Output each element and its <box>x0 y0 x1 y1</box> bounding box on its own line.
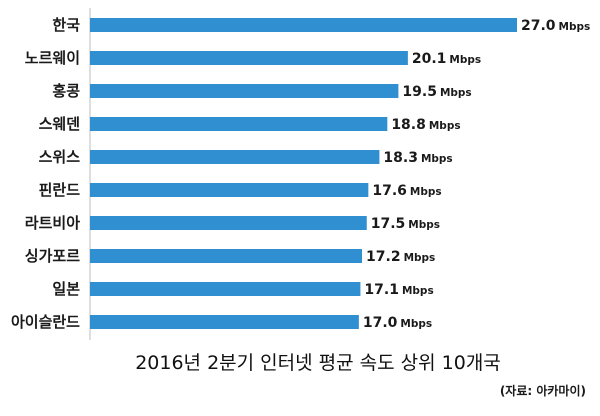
category-label: 일본 <box>52 280 80 298</box>
bar <box>90 216 367 230</box>
data-label: 17.2 Mbps <box>366 249 435 265</box>
category-label: 한국 <box>52 16 80 34</box>
data-label: 17.6 Mbps <box>372 183 441 199</box>
chart-title: 2016년 2분기 인터넷 평균 속도 상위 10개국 <box>135 352 501 374</box>
data-label: 17.5 Mbps <box>371 216 440 232</box>
bar <box>90 315 359 329</box>
data-label: 27.0 Mbps <box>521 18 590 34</box>
category-label: 스웨덴 <box>39 115 80 133</box>
category-label: 스위스 <box>39 148 81 166</box>
data-label: 20.1 Mbps <box>412 51 481 67</box>
bar <box>90 150 380 164</box>
bar <box>90 183 369 197</box>
bar <box>90 51 408 65</box>
data-label: 19.5 Mbps <box>402 84 471 100</box>
data-label: 18.3 Mbps <box>383 150 452 166</box>
category-label: 홍콩 <box>52 82 80 100</box>
bar <box>90 84 399 98</box>
source-note: (자료: 아카마이) <box>499 384 586 398</box>
category-label: 핀란드 <box>39 181 81 199</box>
category-label: 아이슬란드 <box>11 313 80 331</box>
bar <box>90 249 363 263</box>
category-label: 노르웨이 <box>25 49 80 67</box>
data-label: 17.1 Mbps <box>364 282 433 298</box>
data-label: 17.0 Mbps <box>363 315 432 331</box>
bar <box>90 18 518 32</box>
category-label: 라트비아 <box>25 214 80 232</box>
bar <box>90 117 388 131</box>
category-label: 싱가포르 <box>25 247 80 265</box>
data-label: 18.8 Mbps <box>391 117 460 133</box>
bar <box>90 282 361 296</box>
